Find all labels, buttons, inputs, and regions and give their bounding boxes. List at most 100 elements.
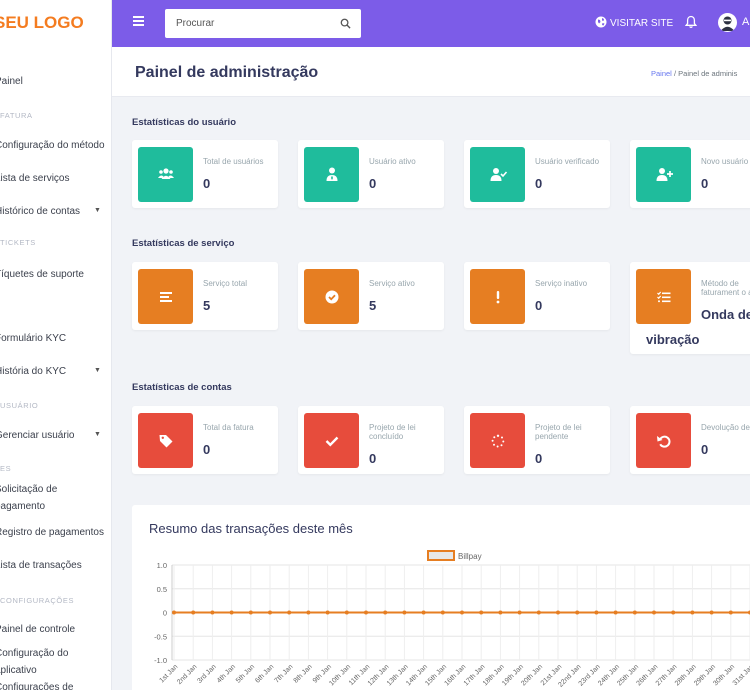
stat-icon-box (636, 413, 691, 468)
sidebar-item-lista-de-servicos[interactable]: Lista de serviços (0, 173, 70, 184)
stat-value-continued: vibração (646, 332, 700, 347)
sidebar-item-configuracoes-de[interactable]: Configurações de (0, 682, 74, 690)
stat-icon-box (470, 147, 525, 202)
sidebar-section-es: ES (0, 464, 12, 473)
legend-label: Billpay (458, 552, 482, 561)
data-point (268, 610, 272, 615)
stat-label: Total de usuários (203, 157, 264, 166)
data-point (364, 610, 368, 615)
sidebar-item-painel[interactable]: Painel (0, 76, 23, 87)
menu-toggle-icon[interactable] (133, 16, 144, 26)
stat-card-novo-usuario[interactable]: Novo usuário 0 (630, 140, 750, 208)
sidebar-item-configuracao-do[interactable]: Configuração do (0, 648, 69, 659)
x-tick-label: 4th Jan (216, 663, 237, 684)
stat-card-servico-total[interactable]: Serviço total 5 (132, 262, 278, 330)
sidebar-item-gerenciar-usuario[interactable]: Gerenciar usuário (0, 430, 75, 441)
stat-value: 0 (535, 176, 543, 191)
sidebar-item-formulario-kyc[interactable]: Formulário KYC (0, 333, 67, 344)
stat-value: 0 (203, 442, 211, 457)
chevron-down-icon[interactable]: ▼ (94, 207, 101, 214)
stat-icon-box (138, 269, 193, 324)
data-point (498, 610, 503, 615)
section-title: Estatísticas de contas (132, 382, 232, 393)
stat-card-total-da-fatura[interactable]: Total da fatura 0 (132, 406, 278, 474)
data-point (594, 610, 599, 615)
chevron-down-icon[interactable]: ▼ (94, 367, 101, 374)
avatar[interactable] (718, 13, 737, 32)
stat-value: 0 (535, 451, 543, 466)
stat-card-servico-ativo[interactable]: Serviço ativo 5 (298, 262, 444, 330)
spinner-icon (491, 434, 504, 447)
user-name[interactable]: A (742, 16, 750, 28)
chevron-down-icon[interactable]: ▼ (94, 431, 101, 438)
stat-card-devolucao-de-conta[interactable]: Devolução de conta 0 (630, 406, 750, 474)
stat-value: 5 (203, 298, 211, 313)
logo[interactable]: SEU LOGO (0, 13, 84, 32)
data-point (229, 610, 234, 615)
data-point (517, 610, 522, 615)
sidebar-item-pagamento[interactable]: pagamento (0, 501, 46, 512)
sidebar-item-registro-de-pagamentos[interactable]: Registro de pagamentos (0, 527, 104, 538)
list-icon (159, 291, 172, 302)
stat-value: Onda de (701, 307, 750, 322)
stat-icon-box (138, 147, 193, 202)
search-input[interactable] (165, 9, 325, 38)
data-point (460, 610, 464, 615)
page-title: Painel de administração (135, 64, 319, 81)
stat-card-total-de-usuarios[interactable]: Total de usuários 0 (132, 140, 278, 208)
stat-card-projeto-de-lei-pendente[interactable]: Projeto de lei pendente 0 (464, 406, 610, 474)
tag-icon (159, 434, 172, 447)
stat-value: 5 (369, 298, 377, 313)
data-point (479, 610, 484, 615)
stat-value: 0 (701, 176, 709, 191)
stat-icon-box (138, 413, 193, 468)
stat-label: Devolução de conta (701, 423, 750, 432)
stat-card-projeto-de-lei-concluido[interactable]: Projeto de lei concluído 0 (298, 406, 444, 474)
undo-icon (656, 435, 670, 448)
x-tick-label: 5th Jan (235, 663, 256, 684)
visit-site-link[interactable]: VISITAR SITE (595, 16, 673, 29)
avatar-icon (720, 16, 735, 31)
data-point (728, 610, 733, 615)
stat-label: Usuário ativo (369, 157, 416, 166)
y-tick-label: -1.0 (154, 656, 167, 665)
user-tie-icon (326, 167, 337, 181)
exclamation-icon (496, 290, 499, 303)
x-tick-label: 3rd Jan (196, 663, 218, 685)
y-tick-label: -0.5 (154, 632, 167, 641)
stat-card-metodo-de-faturament-o-ativo[interactable]: Método de faturament o ativo Onda devibra… (630, 262, 750, 354)
stat-card-usuario-ativo[interactable]: Usuário ativo 0 (298, 140, 444, 208)
sidebar-item-painel-de-controle[interactable]: Painel de controle (0, 624, 76, 635)
data-point (690, 610, 695, 615)
data-point (325, 610, 330, 615)
stat-card-usuario-verificado[interactable]: Usuário verificado 0 (464, 140, 610, 208)
data-point (306, 610, 311, 615)
stat-card-servico-inativo[interactable]: Serviço inativo 0 (464, 262, 610, 330)
data-point (344, 610, 349, 615)
bell-icon[interactable] (685, 15, 697, 29)
sidebar-item-solicitacao-de[interactable]: Solicitação de (0, 484, 58, 495)
sidebar-item-historico-de-contas[interactable]: Histórico de contas (0, 206, 81, 217)
stat-label: Método de faturament o ativo (701, 279, 750, 297)
data-point (671, 610, 676, 615)
stat-icon-box (636, 147, 691, 202)
sidebar-section-usuario: USUÁRIO (0, 401, 39, 410)
sidebar-item-historia-do-kyc[interactable]: História do KYC (0, 366, 67, 377)
sidebar-item-tiquetes-de-suporte[interactable]: Tíquetes de suporte (0, 269, 84, 280)
search-icon[interactable] (340, 18, 351, 29)
breadcrumb-home[interactable]: Painel (651, 69, 672, 78)
data-point (402, 610, 407, 615)
breadcrumb: Painel / Painel de adminis (651, 69, 737, 78)
sidebar-item-lista-de-transacoes[interactable]: Lista de transações (0, 560, 82, 571)
data-point (421, 610, 426, 615)
sidebar-item-configuracao-do-metodo[interactable]: Configuração do método (0, 140, 105, 151)
sidebar-item-aplicativo[interactable]: aplicativo (0, 665, 37, 676)
x-tick-label: 2nd Jan (176, 663, 199, 686)
legend-swatch (427, 550, 455, 561)
sidebar-section-configuracoes: CONFIGURAÇÕES (0, 596, 75, 605)
data-point (287, 610, 292, 615)
data-point (652, 610, 656, 615)
stat-value: 0 (701, 442, 709, 457)
stat-icon-box (304, 413, 359, 468)
stat-label: Novo usuário (701, 157, 749, 166)
